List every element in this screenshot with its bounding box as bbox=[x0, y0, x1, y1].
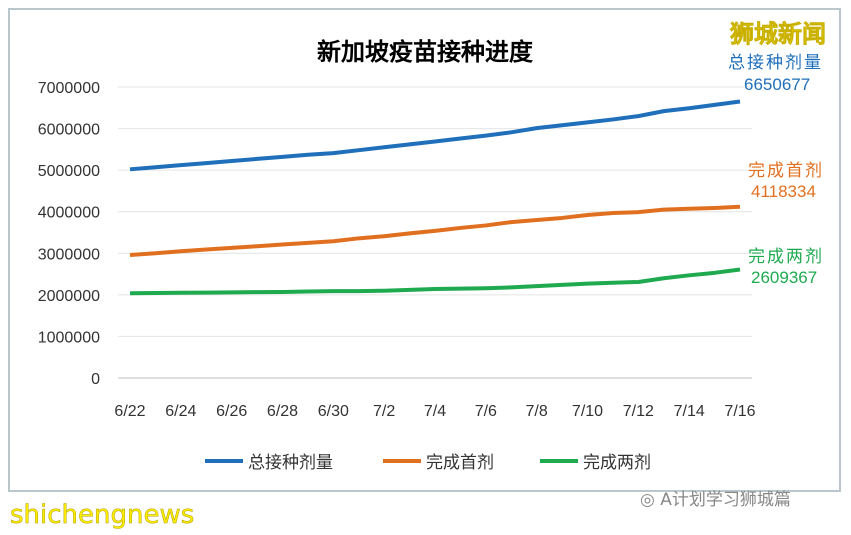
watermark-left: shichengnews bbox=[10, 500, 195, 531]
y-tick-label: 7000000 bbox=[38, 80, 100, 97]
series-line-2 bbox=[129, 267, 741, 296]
total-doses-value: 6650677 bbox=[744, 75, 811, 94]
two-doses-label: 完成两剂 bbox=[748, 247, 824, 267]
legend-label: 总接种剂量 bbox=[248, 453, 333, 473]
first-dose-label: 完成首剂 bbox=[748, 161, 824, 181]
series-line-1 bbox=[129, 204, 741, 257]
watermark-right: ◎ A计划学习狮城篇 bbox=[640, 485, 791, 510]
y-tick-label: 0 bbox=[91, 371, 100, 388]
series-line-0 bbox=[129, 99, 741, 172]
y-tick-label: 4000000 bbox=[38, 205, 100, 222]
x-tick-label: 7/16 bbox=[724, 403, 755, 420]
y-tick-label: 3000000 bbox=[38, 246, 100, 263]
watermark-right-text: A计划学习狮城篇 bbox=[660, 490, 791, 510]
y-tick-label: 5000000 bbox=[38, 163, 100, 180]
x-tick-label: 6/22 bbox=[114, 403, 145, 420]
two-doses-value: 2609367 bbox=[751, 268, 818, 287]
y-tick-label: 6000000 bbox=[38, 122, 100, 139]
x-tick-label: 7/14 bbox=[674, 403, 705, 420]
x-tick-label: 7/12 bbox=[623, 403, 654, 420]
total-doses-label: 总接种剂量 bbox=[728, 53, 823, 73]
brand-logo: 狮城新闻 bbox=[730, 20, 827, 49]
x-tick-label: 7/10 bbox=[572, 403, 603, 420]
x-tick-label: 6/24 bbox=[165, 403, 196, 420]
x-tick-label: 7/2 bbox=[373, 403, 395, 420]
chart-frame bbox=[8, 8, 841, 492]
y-tick-label: 2000000 bbox=[38, 288, 100, 305]
x-tick-label: 6/30 bbox=[318, 403, 349, 420]
first-dose-value: 4118334 bbox=[751, 182, 816, 201]
legend-label: 完成首剂 bbox=[426, 453, 494, 473]
x-tick-label: 6/26 bbox=[216, 403, 247, 420]
legend-label: 完成两剂 bbox=[583, 453, 651, 473]
x-tick-label: 6/28 bbox=[267, 403, 298, 420]
x-tick-label: 7/6 bbox=[475, 403, 497, 420]
x-tick-label: 7/8 bbox=[526, 403, 548, 420]
x-tick-label: 7/4 bbox=[424, 403, 446, 420]
wechat-icon: ◎ bbox=[640, 490, 661, 510]
y-tick-label: 1000000 bbox=[38, 329, 100, 346]
chart-title: 新加坡疫苗接种进度 bbox=[317, 38, 534, 66]
